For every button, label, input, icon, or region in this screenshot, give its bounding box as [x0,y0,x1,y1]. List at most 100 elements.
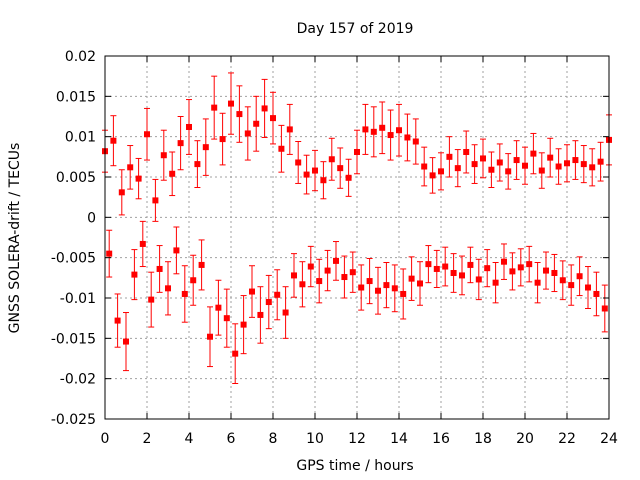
data-point [585,284,591,291]
data-point [253,120,260,127]
data-point [198,261,205,268]
data-point [190,277,197,284]
data-point [438,168,444,175]
y-axis-label: GNSS SOLERA-drift / TECUs [7,143,23,334]
data-point [148,296,155,303]
data-point [165,285,171,292]
data-point [601,305,608,312]
data-point [261,105,268,112]
y-tick-label: -0.015 [51,331,96,347]
data-point [341,274,348,281]
data-point [349,269,356,276]
data-point [270,115,276,122]
data-point [354,148,360,155]
data-point [362,126,369,133]
data-point [131,271,138,278]
data-point [505,168,512,175]
data-point [429,172,436,179]
data-point [312,167,318,174]
data-point [597,158,604,165]
data-point [425,261,432,268]
data-point [459,272,465,279]
data-point [265,299,272,306]
data-point [123,338,129,345]
y-tick-label: 0.01 [65,130,96,146]
data-point [484,265,491,272]
axis-ticks: 0 2 4 6 8 10 12 14 16 18 20 22 24-0.025-0.02-0.015-0… [51,49,618,447]
data-point [543,267,549,274]
data-point [396,127,402,134]
data-point [202,144,209,151]
data-point [282,309,289,316]
data-point [194,161,201,168]
data-point [328,156,335,163]
data-point [412,138,419,145]
data-point [391,285,398,292]
data-point [307,263,314,270]
data-point [501,258,507,265]
data-point [152,197,159,204]
data-point [144,131,150,138]
data-point [177,140,184,147]
data-point [568,282,575,289]
data-point [106,250,113,257]
data-point [278,145,285,152]
data-point [593,290,600,297]
data-point [181,290,188,297]
data-point [408,275,415,282]
data-point [366,278,373,285]
data-point [475,276,482,283]
data-point [169,170,176,177]
data-point [589,164,596,171]
data-point [471,161,478,168]
data-point [379,124,386,131]
x-tick-label: 0 [101,431,110,447]
data-point [463,148,470,155]
x-tick-label: 2 [143,431,152,447]
chart-title: Day 157 of 2019 [297,21,414,37]
data-point [232,350,239,357]
data-point [517,264,524,271]
data-point [211,104,218,111]
data-point [257,311,264,318]
data-point [240,321,247,328]
y-tick-label: 0.005 [56,170,96,186]
data-point [114,317,121,324]
x-tick-label: 18 [474,431,492,447]
data-point [404,134,411,141]
data-point [467,261,474,268]
y-tick-label: 0 [87,210,96,226]
data-point [496,159,503,166]
data-point [526,261,533,268]
x-tick-label: 4 [185,431,194,447]
x-tick-label: 20 [516,431,534,447]
data-point [433,265,440,272]
data-point [370,128,377,135]
data-point [421,163,428,170]
data-point [219,136,226,143]
data-point [551,269,558,276]
data-point [530,150,537,157]
data-point [156,265,163,272]
y-tick-label: 0.02 [65,49,96,65]
x-tick-label: 10 [306,431,324,447]
data-point [215,304,222,311]
data-point [139,240,146,247]
data-point [236,111,243,118]
data-point [160,152,167,159]
x-tick-label: 24 [600,431,618,447]
x-axis-label: GPS time / hours [296,458,413,474]
data-point [480,155,486,162]
data-point [337,165,344,172]
data-point [442,263,449,270]
data-point [274,291,281,298]
data-point [135,175,142,182]
data-point [324,267,331,274]
data-point [513,157,520,164]
y-tick-label: -0.005 [51,251,96,267]
data-point [446,153,453,160]
data-point [207,333,213,340]
x-tick-label: 14 [390,431,408,447]
data-point [291,272,297,279]
